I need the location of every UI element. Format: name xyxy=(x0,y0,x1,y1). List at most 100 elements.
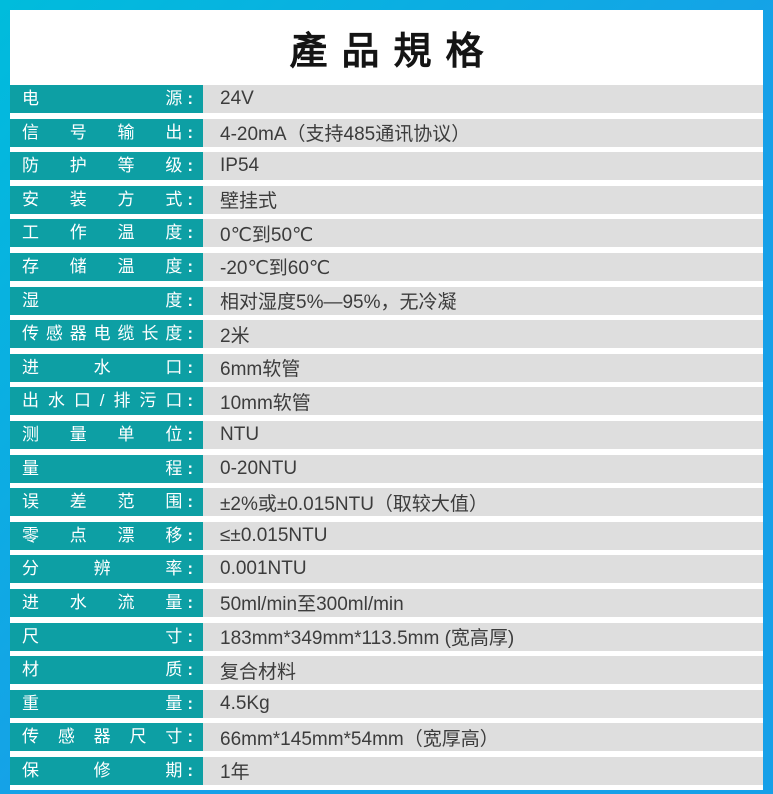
spec-row: 信号输出 : 4-20mA（支持485通讯协议） xyxy=(10,118,763,147)
spec-label-cell: 重量 : xyxy=(10,689,203,718)
spec-value-text: 0.001NTU xyxy=(220,558,307,580)
spec-value-text: 24V xyxy=(220,88,254,109)
spec-label-cell: 安装方式 : xyxy=(10,185,203,214)
spec-label-cell: 防护等级 : xyxy=(10,152,203,181)
spec-table: 电源 : 24V 信号输出 : 4-20mA（支持485通讯协议） 防护等级 :… xyxy=(10,85,763,785)
spec-value-cell: 183mm*349mm*113.5mm (宽高厚) xyxy=(203,622,763,651)
page-title: 產品規格 xyxy=(289,30,498,73)
spec-value-cell: ≤±0.015NTU xyxy=(203,521,763,550)
spec-label-colon: : xyxy=(187,156,193,176)
spec-value-text: 6mm软管 xyxy=(220,359,301,381)
spec-label-colon: : xyxy=(187,458,193,478)
spec-value-text: NTU xyxy=(220,423,260,445)
spec-label-cell: 分辨率 : xyxy=(10,555,203,584)
spec-value-cell: 0-20NTU xyxy=(203,454,763,483)
spec-value-text: 4.5Kg xyxy=(220,692,270,714)
spec-value-text: IP54 xyxy=(220,155,260,177)
spec-label-cell: 传感器尺寸 : xyxy=(10,723,203,752)
spec-sheet-card: 產品規格 电源 : 24V 信号输出 : 4-20mA（支持485通讯协议） 防… xyxy=(10,10,763,790)
spec-row: 防护等级 : IP54 xyxy=(10,152,763,181)
spec-label-colon: : xyxy=(187,89,193,108)
spec-value-text: 壁挂式 xyxy=(220,191,278,213)
spec-label-colon: : xyxy=(187,693,193,713)
spec-label-colon: : xyxy=(187,424,193,444)
spec-row: 传感器电缆长度 : 2米 xyxy=(10,320,763,349)
spec-label-text: 进水口 xyxy=(22,357,183,377)
spec-value-cell: NTU xyxy=(203,420,763,449)
spec-label-colon: : xyxy=(187,324,193,344)
spec-label-cell: 保修期 : xyxy=(10,756,203,785)
spec-label-colon: : xyxy=(187,592,193,612)
spec-label-colon: : xyxy=(187,223,193,243)
spec-row: 尺寸 : 183mm*349mm*113.5mm (宽高厚) xyxy=(10,622,763,651)
spec-label-text: 传感器尺寸 xyxy=(22,727,183,747)
spec-value-text: 4-20mA（支持485通讯协议） xyxy=(220,124,471,146)
spec-label-text: 重量 xyxy=(22,693,183,713)
spec-label-text: 传感器电缆长度 xyxy=(22,324,183,344)
spec-row: 工作温度 : 0℃到50℃ xyxy=(10,219,763,248)
spec-value-text: -20℃到60℃ xyxy=(220,258,331,280)
spec-label-cell: 尺寸 : xyxy=(10,622,203,651)
spec-label-cell: 进水口 : xyxy=(10,353,203,382)
spec-value-text: ≤±0.015NTU xyxy=(220,524,328,546)
spec-value-cell: 相对湿度5%—95%，无冷凝 xyxy=(203,286,763,315)
spec-value-cell: 1年 xyxy=(203,756,763,785)
spec-value-text: 183mm*349mm*113.5mm (宽高厚) xyxy=(220,628,515,649)
spec-label-text: 测量单位 xyxy=(22,424,183,444)
spec-label-cell: 工作温度 : xyxy=(10,219,203,248)
spec-value-text: 1年 xyxy=(220,762,250,784)
spec-value-text: 10mm软管 xyxy=(220,392,311,414)
spec-label-text: 分辨率 xyxy=(22,559,183,579)
spec-value-text: 0-20NTU xyxy=(220,457,298,479)
spec-value-text: 2米 xyxy=(220,325,250,347)
spec-row: 分辨率 : 0.001NTU xyxy=(10,555,763,584)
spec-label-text: 存储温度 xyxy=(22,256,183,276)
spec-value-cell: 复合材料 xyxy=(203,656,763,685)
spec-label-cell: 误差范围 : xyxy=(10,488,203,517)
spec-value-cell: 10mm软管 xyxy=(203,387,763,416)
spec-label-cell: 进水流量 : xyxy=(10,588,203,617)
spec-value-text: 50ml/min至300ml/min xyxy=(220,594,404,616)
spec-label-text: 材质 xyxy=(22,660,183,680)
spec-value-cell: IP54 xyxy=(203,152,763,181)
spec-value-cell: 4-20mA（支持485通讯协议） xyxy=(203,118,763,147)
spec-label-text: 进水流量 xyxy=(22,592,183,612)
spec-value-cell: 0℃到50℃ xyxy=(203,219,763,248)
spec-label-colon: : xyxy=(187,727,193,747)
spec-label-colon: : xyxy=(187,660,193,680)
sheet-header: 產品規格 xyxy=(10,10,763,84)
spec-label-colon: : xyxy=(187,391,193,411)
spec-value-text: 66mm*145mm*54mm（宽厚高） xyxy=(220,728,499,750)
spec-label-cell: 材质 : xyxy=(10,656,203,685)
spec-label-colon: : xyxy=(187,626,193,646)
spec-value-cell: 24V xyxy=(203,85,763,113)
spec-row: 重量 : 4.5Kg xyxy=(10,689,763,718)
spec-row: 出水口/排污口 : 10mm软管 xyxy=(10,387,763,416)
spec-value-cell: 壁挂式 xyxy=(203,185,763,214)
spec-label-text: 误差范围 xyxy=(22,492,183,512)
spec-row: 进水流量 : 50ml/min至300ml/min xyxy=(10,588,763,617)
spec-row: 误差范围 : ±2%或±0.015NTU（取较大值） xyxy=(10,488,763,517)
spec-label-cell: 量程 : xyxy=(10,454,203,483)
spec-row: 零点漂移 : ≤±0.015NTU xyxy=(10,521,763,550)
spec-label-text: 湿度 xyxy=(22,290,183,310)
spec-label-colon: : xyxy=(187,189,193,209)
spec-label-text: 信号输出 xyxy=(22,122,183,142)
spec-row: 湿度 : 相对湿度5%—95%，无冷凝 xyxy=(10,286,763,315)
spec-label-text: 防护等级 xyxy=(22,156,183,176)
spec-value-cell: 4.5Kg xyxy=(203,689,763,718)
spec-label-colon: : xyxy=(187,256,193,276)
spec-row: 保修期 : 1年 xyxy=(10,756,763,785)
spec-value-cell: 66mm*145mm*54mm（宽厚高） xyxy=(203,723,763,752)
spec-row: 材质 : 复合材料 xyxy=(10,656,763,685)
spec-label-text: 量程 xyxy=(22,458,183,478)
spec-label-cell: 信号输出 : xyxy=(10,118,203,147)
spec-label-text: 出水口/排污口 xyxy=(22,391,183,411)
spec-label-text: 保修期 xyxy=(22,760,183,780)
spec-value-text: 0℃到50℃ xyxy=(220,224,314,246)
spec-row: 安装方式 : 壁挂式 xyxy=(10,185,763,214)
spec-label-cell: 传感器电缆长度 : xyxy=(10,320,203,349)
spec-label-colon: : xyxy=(187,290,193,310)
spec-value-cell: ±2%或±0.015NTU（取较大值） xyxy=(203,488,763,517)
